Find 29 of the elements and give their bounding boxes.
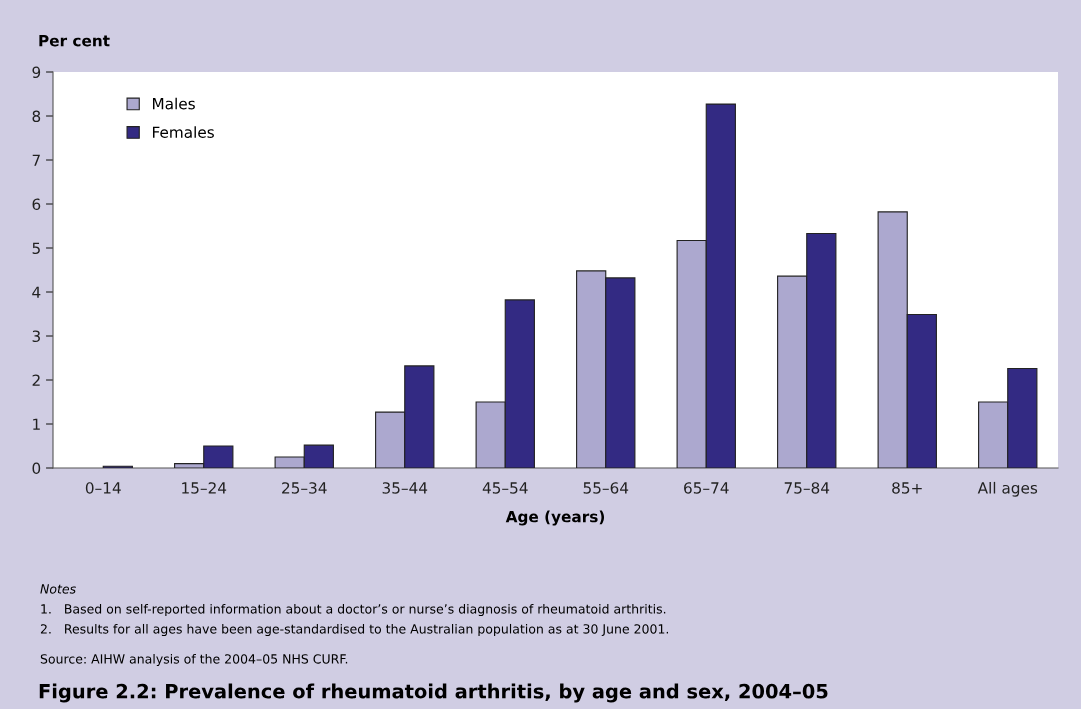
y-tick-label: 4 — [32, 286, 41, 298]
x-tick-label: 45–54 — [482, 482, 528, 494]
y-axis-title: Per cent — [39, 35, 110, 47]
x-tick-label: 25–34 — [282, 482, 327, 494]
legend-label: Males — [152, 97, 195, 110]
text: Notes — [40, 584, 76, 594]
x-tick-label: 15–24 — [182, 482, 227, 494]
y-tick-label: 2 — [32, 374, 40, 386]
y-tick-label: 0 — [32, 462, 41, 475]
x-tick-label: All ages — [977, 481, 1038, 497]
x-tick-label: 35–44 — [382, 482, 428, 494]
text: 2. Results for all ages have been age-standardised to the Australian population as at 30 June 2001. — [40, 623, 669, 637]
y-tick-label: 8 — [32, 110, 41, 123]
x-axis-title: Age (years) — [505, 510, 605, 526]
legend-label: Females — [152, 126, 214, 138]
text: 1. Based on self-reported information about a doctor’s or nurse’s diagnosis of rheumatoid arthritis. — [41, 603, 666, 617]
x-tick-label: 65–74 — [684, 482, 729, 494]
y-tick-label: 1 — [33, 418, 40, 430]
y-tick-label: 3 — [32, 330, 40, 343]
x-tick-label: 85+ — [892, 482, 922, 494]
x-tick-label: 0–14 — [85, 482, 121, 494]
text: Figure 2.2: Prevalence of rheumatoid arthritis, by age and sex, 2004–05 — [39, 683, 828, 703]
source-note: Source: AIHW analysis of the 2004–05 NHS CURF. — [40, 653, 348, 667]
y-tick-label: 9 — [32, 66, 41, 79]
y-tick-label: 7 — [32, 154, 40, 166]
y-tick-label: 6 — [32, 198, 41, 211]
y-tick-label: 5 — [32, 242, 40, 255]
x-tick-label: 75–84 — [784, 482, 830, 494]
x-tick-label: 55–64 — [583, 482, 629, 494]
